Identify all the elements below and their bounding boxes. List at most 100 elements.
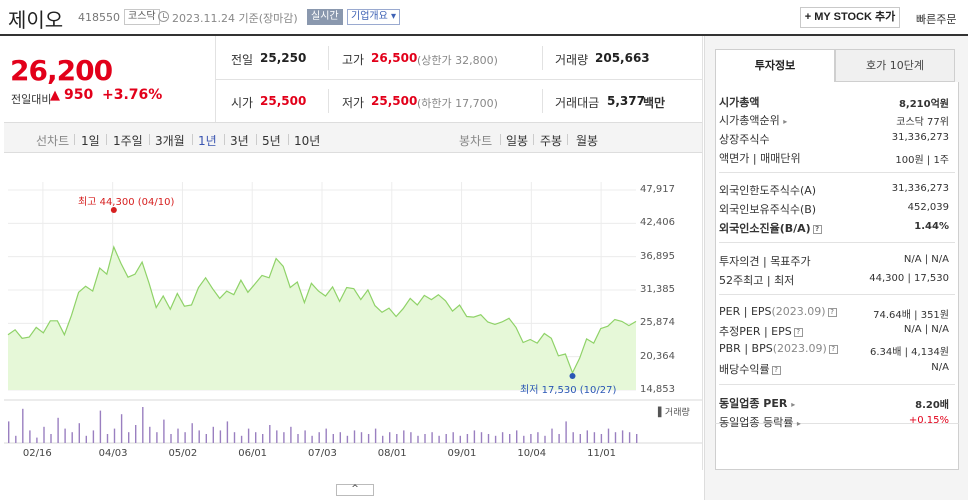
price-chart[interactable] xyxy=(4,160,702,470)
help-icon[interactable]: ? xyxy=(827,308,837,317)
separator xyxy=(500,134,501,145)
volume-bar xyxy=(360,432,363,443)
tab-candle-chart[interactable]: 봉차트 xyxy=(459,134,493,148)
volume-bar xyxy=(283,432,285,443)
volume-bar xyxy=(233,432,236,443)
volume-bar xyxy=(339,432,341,443)
prev-close-value: 25,250 xyxy=(260,51,307,65)
x-tick-label: 02/16 xyxy=(22,448,52,459)
volume-bar xyxy=(452,432,454,443)
tab-weekly[interactable]: 주봉 xyxy=(540,134,563,148)
volume-bar xyxy=(332,434,334,443)
y-tick-label: 42,406 xyxy=(640,217,675,229)
tab-1day[interactable]: 1일 xyxy=(81,134,100,148)
volume-bar xyxy=(8,421,10,443)
tab-5year[interactable]: 5년 xyxy=(262,134,281,148)
volume-bar xyxy=(163,419,165,443)
volume-bar xyxy=(57,417,59,443)
x-tick-label: 11/01 xyxy=(587,448,616,459)
y-tick-label: 14,853 xyxy=(640,384,675,395)
listed-shares-label: 상장주식수 xyxy=(719,133,770,146)
collapse-chart-button[interactable]: ^ xyxy=(336,484,374,496)
chevron-right-icon: ▸ xyxy=(796,419,801,428)
price-change-pct: +3.76% xyxy=(102,87,163,103)
volume-bar xyxy=(403,430,405,443)
tab-line-chart[interactable]: 선차트 xyxy=(36,134,70,148)
volume-bar xyxy=(424,434,426,443)
company-overview-button[interactable]: 기업개요 ▾ xyxy=(347,9,401,25)
volume-bar xyxy=(473,430,476,443)
tab-investment-info[interactable]: 투자정보 xyxy=(715,49,835,82)
volume-bar xyxy=(156,432,158,443)
separator xyxy=(192,134,193,145)
volume-bar xyxy=(311,435,313,443)
volume-bar xyxy=(255,432,257,443)
tab-monthly[interactable]: 월봉 xyxy=(576,134,599,148)
tab-1week[interactable]: 1주일 xyxy=(113,134,143,148)
volume-value: 205,663 xyxy=(595,51,650,65)
volume-bar xyxy=(71,432,73,443)
volume-bar xyxy=(262,434,264,443)
current-price: 26,200 xyxy=(10,54,113,87)
x-tick-label: 06/01 xyxy=(238,448,268,459)
price-line xyxy=(7,245,637,375)
volume-bar xyxy=(64,428,66,443)
volume-bar xyxy=(149,426,151,443)
volume-bar xyxy=(290,426,292,443)
base-date: 2023.11.24 기준(장마감) xyxy=(172,12,298,25)
high-label: 고가 xyxy=(342,53,365,67)
help-icon[interactable]: ? xyxy=(771,366,781,375)
low-label: 저가 xyxy=(342,96,365,110)
divider xyxy=(719,294,955,295)
per-eps-value: 74.64배 | 351원 xyxy=(873,310,949,321)
industry-box xyxy=(715,423,959,470)
volume-bar xyxy=(219,430,222,443)
volume-bar xyxy=(184,432,186,443)
tab-3year[interactable]: 3년 xyxy=(230,134,249,148)
per-eps-label: PER | EPS(2023.09)? xyxy=(719,305,837,318)
add-my-stock-button[interactable]: + MY STOCK 추가 xyxy=(800,7,900,28)
volume-bar xyxy=(43,426,45,443)
volume-bar xyxy=(78,423,80,443)
x-tick-label: 05/02 xyxy=(168,448,198,459)
volume-bar xyxy=(142,407,144,443)
volume-bar xyxy=(374,428,377,443)
divider xyxy=(328,46,329,70)
pbr-bps-value: 6.34배 | 4,134원 xyxy=(869,347,949,358)
investment-info-panel: 투자정보 호가 10단계 시가총액 8,210억원 시가총액순위 ▸ 코스닥 7… xyxy=(704,36,968,500)
volume-bar xyxy=(318,432,320,443)
volume-bar xyxy=(92,430,95,443)
quick-order-button[interactable]: 빠른주문 xyxy=(916,13,957,26)
help-icon[interactable]: ? xyxy=(828,345,838,354)
x-tick-label: 10/04 xyxy=(517,448,547,459)
price-change: 950 xyxy=(64,87,94,103)
help-icon[interactable]: ? xyxy=(812,225,822,234)
volume-bar xyxy=(410,432,412,443)
tab-10year[interactable]: 10년 xyxy=(294,134,321,148)
volume-bar xyxy=(205,434,207,443)
cap-rank-label[interactable]: 시가총액순위 ▸ xyxy=(719,114,788,127)
tab-1year[interactable]: 1년 xyxy=(198,134,217,148)
dividend-label: 배당수익률? xyxy=(719,361,781,377)
divider xyxy=(542,89,543,113)
industry-per-label[interactable]: 동일업종 PER ▸ xyxy=(719,397,796,410)
tab-order-book[interactable]: 호가 10단계 xyxy=(835,49,955,82)
industry-change-label[interactable]: 동일업종 등락률 ▸ xyxy=(719,416,801,429)
help-icon[interactable]: ? xyxy=(793,328,803,337)
volume-bar xyxy=(572,432,574,443)
divider xyxy=(542,46,543,70)
foreign-rate-label: 외국인소진율(B/A)? xyxy=(719,220,822,236)
chevron-right-icon: ▸ xyxy=(791,400,796,409)
volume-bar xyxy=(438,435,440,443)
volume-bar xyxy=(120,414,123,443)
market-cap-value: 8,210억원 xyxy=(898,99,949,110)
volume-bar xyxy=(445,434,447,443)
tab-3month[interactable]: 3개월 xyxy=(155,134,185,148)
realtime-badge[interactable]: 실시간 xyxy=(307,9,343,25)
separator xyxy=(149,134,150,145)
tab-daily[interactable]: 일봉 xyxy=(506,134,529,148)
divider xyxy=(719,242,955,243)
chart-high-label: 최고 44,300 (04/10) xyxy=(78,197,175,208)
volume-bar xyxy=(15,435,17,443)
volume-bar xyxy=(29,430,31,443)
